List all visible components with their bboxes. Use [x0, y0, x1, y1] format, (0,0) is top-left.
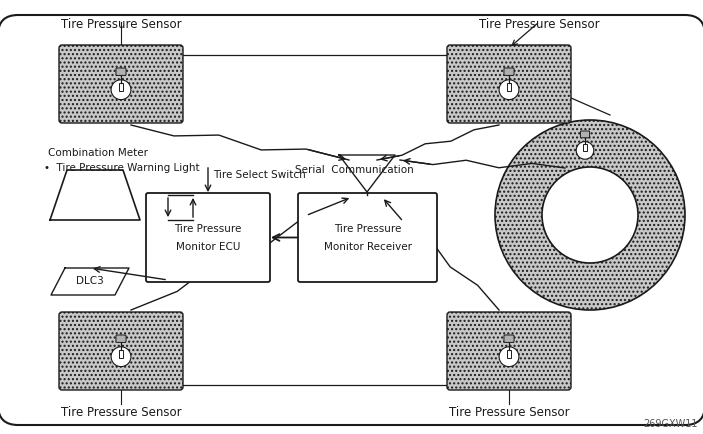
Text: Tire Pressure Sensor: Tire Pressure Sensor	[449, 406, 569, 419]
Text: Tire Pressure Sensor: Tire Pressure Sensor	[60, 18, 181, 31]
Text: •  Tire Pressure Warning Light: • Tire Pressure Warning Light	[44, 163, 200, 173]
Text: Serial  Communication: Serial Communication	[295, 165, 414, 175]
Circle shape	[499, 347, 519, 367]
Bar	[119, 349, 123, 358]
FancyBboxPatch shape	[116, 335, 126, 342]
Text: Monitor Receiver: Monitor Receiver	[323, 243, 411, 253]
FancyBboxPatch shape	[116, 68, 126, 76]
Text: Monitor ECU: Monitor ECU	[176, 243, 240, 253]
Text: DLC3: DLC3	[76, 276, 104, 286]
FancyBboxPatch shape	[146, 193, 270, 282]
Circle shape	[499, 80, 519, 99]
Text: Tire Pressure: Tire Pressure	[174, 224, 242, 234]
FancyBboxPatch shape	[298, 193, 437, 282]
Text: 269GXW11: 269GXW11	[643, 419, 698, 429]
FancyBboxPatch shape	[59, 45, 183, 123]
Text: Tire Pressure Sensor: Tire Pressure Sensor	[60, 406, 181, 419]
Circle shape	[542, 167, 638, 263]
Text: Combination Meter: Combination Meter	[48, 148, 148, 158]
Bar	[507, 349, 511, 358]
Circle shape	[111, 347, 131, 367]
Bar	[583, 144, 587, 151]
FancyBboxPatch shape	[504, 68, 514, 76]
FancyBboxPatch shape	[447, 312, 571, 390]
FancyBboxPatch shape	[504, 335, 514, 342]
Text: Tire Select Switch: Tire Select Switch	[213, 170, 306, 180]
Text: Tire Pressure: Tire Pressure	[334, 224, 401, 234]
FancyBboxPatch shape	[59, 312, 183, 390]
Circle shape	[495, 120, 685, 310]
Text: Tire Pressure Sensor: Tire Pressure Sensor	[479, 18, 600, 31]
FancyBboxPatch shape	[447, 45, 571, 123]
FancyBboxPatch shape	[581, 131, 590, 138]
Circle shape	[111, 80, 131, 99]
Bar	[507, 82, 511, 91]
Circle shape	[576, 141, 594, 159]
Bar	[119, 82, 123, 91]
FancyBboxPatch shape	[0, 15, 703, 425]
